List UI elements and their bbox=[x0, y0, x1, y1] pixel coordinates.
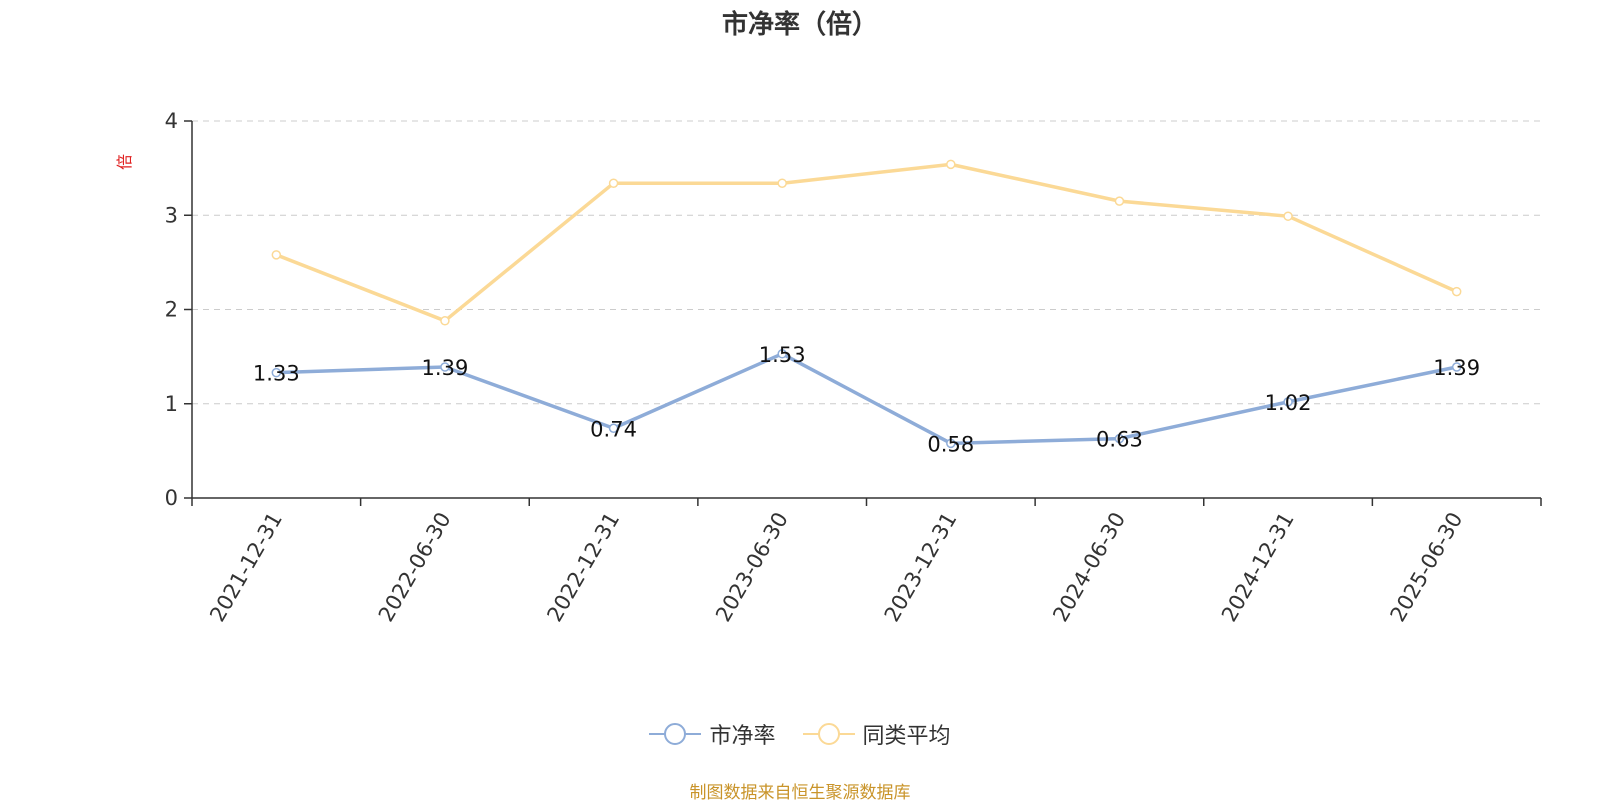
data-label: 1.33 bbox=[253, 362, 300, 386]
x-tick-label: 2024-06-30 bbox=[1048, 508, 1130, 626]
y-tick-label: 3 bbox=[165, 203, 178, 227]
x-tick-label: 2022-12-31 bbox=[542, 508, 624, 626]
data-point bbox=[271, 250, 282, 260]
x-tick-label: 2023-06-30 bbox=[711, 508, 793, 626]
data-point bbox=[608, 178, 619, 188]
legend: 市净率 同类平均 bbox=[0, 718, 1600, 752]
y-tick-label: 4 bbox=[165, 109, 178, 133]
data-label: 1.02 bbox=[1265, 391, 1312, 415]
source-note: 制图数据来自恒生聚源数据库 bbox=[689, 783, 911, 803]
data-label: 1.39 bbox=[422, 356, 469, 380]
data-point bbox=[946, 159, 956, 170]
series-line-1 bbox=[275, 162, 1458, 323]
series bbox=[271, 159, 1462, 449]
y-tick-label: 1 bbox=[165, 392, 178, 416]
legend-line-circle-icon bbox=[649, 723, 702, 745]
data-point bbox=[1451, 362, 1462, 372]
data-point bbox=[777, 178, 787, 188]
data-label: 1.53 bbox=[759, 343, 806, 367]
data-point bbox=[608, 423, 619, 434]
data-label: 0.74 bbox=[590, 417, 637, 441]
series-line-0 bbox=[276, 352, 1458, 446]
grid-lines bbox=[192, 120, 1541, 405]
legend-line-circle-icon bbox=[802, 723, 855, 745]
data-label: 0.63 bbox=[1096, 428, 1143, 452]
data-point bbox=[1451, 286, 1462, 297]
legend-label: 同类平均 bbox=[862, 724, 951, 749]
data-point bbox=[1114, 433, 1125, 444]
data-point bbox=[1114, 196, 1125, 206]
x-tick-label: 2024-12-31 bbox=[1217, 508, 1299, 626]
axes: 0 1 2 3 4 2021-12-31 2022-06-30 2022-12-31 2023-… bbox=[165, 109, 1542, 626]
legend-item-pb[interactable]: 市净率 bbox=[649, 718, 776, 750]
y-tick-label: 0 bbox=[165, 486, 178, 510]
x-tick-label: 2025-06-30 bbox=[1386, 508, 1468, 626]
y-tick-label: 2 bbox=[165, 298, 178, 322]
data-point bbox=[1283, 211, 1293, 221]
data-labels: 1.33 1.39 0.74 1.53 0.58 0.63 1.02 1.39 bbox=[253, 343, 1480, 457]
data-point bbox=[946, 438, 956, 449]
x-tick-label: 2021-12-31 bbox=[205, 508, 287, 626]
data-label: 0.58 bbox=[927, 432, 974, 456]
data-point bbox=[440, 362, 450, 372]
y-axis-label: 倍 bbox=[115, 154, 134, 170]
legend-item-peer-average[interactable]: 同类平均 bbox=[802, 718, 951, 750]
data-point bbox=[777, 349, 787, 359]
data-point bbox=[271, 367, 282, 378]
chart-title: 市净率（倍） bbox=[721, 10, 878, 40]
legend-label: 市净率 bbox=[709, 724, 776, 749]
data-point bbox=[440, 316, 450, 326]
data-point bbox=[1283, 397, 1293, 407]
x-tick-label: 2022-06-30 bbox=[374, 508, 456, 626]
data-label: 1.39 bbox=[1433, 356, 1480, 380]
x-tick-label: 2023-12-31 bbox=[880, 508, 962, 626]
